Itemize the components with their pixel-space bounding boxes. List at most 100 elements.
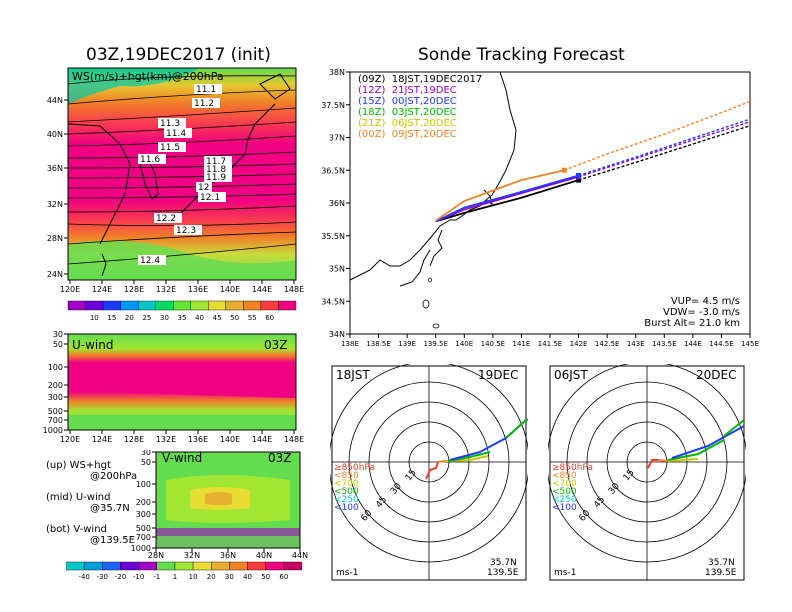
pressure-tick-label: 100 bbox=[136, 480, 151, 489]
track-lon-tick: 140E bbox=[455, 340, 473, 348]
lon-tick-label: 144E bbox=[252, 435, 272, 444]
izu-island bbox=[422, 299, 430, 309]
pressure-tick-label: 30 bbox=[141, 450, 151, 457]
level-lt250: <250 bbox=[334, 495, 359, 505]
lon-tick-label: 140E bbox=[220, 435, 240, 444]
level-850: ≥850hPa bbox=[552, 463, 593, 473]
track-lat-tick: 34N bbox=[329, 330, 345, 339]
southern-weak-region bbox=[68, 240, 296, 280]
lat-tick-label: 40N bbox=[47, 130, 63, 139]
track-lon-tick: 139.5E bbox=[423, 340, 447, 348]
colorbar-tick: 20 bbox=[125, 314, 134, 322]
colorbar-cell bbox=[247, 561, 266, 571]
pressure-tick-label: 300 bbox=[48, 393, 63, 402]
track-lat-tick: 38N bbox=[329, 68, 345, 77]
pressure-tick-label: 50 bbox=[141, 458, 151, 467]
level-lt500: <500 bbox=[552, 487, 577, 497]
colorbar-cell bbox=[243, 300, 262, 311]
contour-label: 11.3 bbox=[160, 119, 180, 129]
track-forecast-1 bbox=[578, 121, 751, 178]
colorbar-cell bbox=[155, 300, 174, 311]
hodo-right-lat: 35.7N bbox=[708, 558, 735, 568]
hodo-trace-lowest bbox=[425, 461, 439, 480]
hodo-right-levels: ≥850hPa <850 <700 <500 <250 <100 bbox=[552, 463, 593, 513]
colorbar-cell bbox=[192, 561, 212, 571]
lat-tick-label: 32N bbox=[184, 551, 200, 560]
hodo-left-time: 18JST bbox=[336, 368, 370, 382]
track-lat-axis: 38N 37.5N 37N 36.5N 36N 35.5N 35N 34.5N 34N bbox=[321, 68, 350, 339]
track-forecast-3 bbox=[564, 100, 751, 171]
track-lon-tick: 141E bbox=[513, 340, 531, 348]
lon-tick-label: 136E bbox=[188, 285, 208, 294]
legend-run-12z: (12Z) 21JST,19DEC bbox=[358, 85, 482, 96]
track-lon-tick: 139E bbox=[398, 340, 416, 348]
track-line-2 bbox=[435, 174, 579, 223]
colorbar-tick: 25 bbox=[142, 314, 151, 322]
hodo-trace-850 bbox=[657, 459, 669, 462]
hodo-trace-250 bbox=[671, 425, 745, 459]
colorbar-cell bbox=[67, 300, 86, 311]
colorbar-tick: -10 bbox=[133, 573, 144, 581]
colorbar-tick: -30 bbox=[97, 573, 108, 581]
pressure-tick-label: 50 bbox=[53, 340, 63, 349]
track-legend: (09Z) 18JST,19DEC2017 (12Z) 21JST,19DEC … bbox=[358, 74, 482, 140]
level-lt100: <100 bbox=[552, 503, 577, 513]
colorbar-tick: -40 bbox=[78, 573, 89, 581]
contour-label: 11.4 bbox=[166, 129, 186, 139]
colorbar-tick: 40 bbox=[195, 314, 204, 322]
jet-core bbox=[68, 362, 296, 398]
contour-label: 12.3 bbox=[176, 226, 196, 236]
colorbar-cell bbox=[211, 561, 230, 571]
track-lon-axis: 138E 138.5E 139E 139.5E 140E 140.5E 141E 141.5E… bbox=[341, 334, 759, 348]
lon-tick-label: 148E bbox=[284, 435, 304, 444]
hodo-right-date: 20DEC bbox=[696, 368, 737, 382]
colorbar-tick: 30 bbox=[160, 314, 169, 322]
main-title: Sonde Tracking Forecast bbox=[418, 45, 625, 65]
vup-value: VUP= 4.5 m/s bbox=[670, 296, 740, 307]
contour-label: 12 bbox=[198, 183, 209, 193]
pressure-tick-label: 200 bbox=[136, 498, 151, 507]
pressure-tick-label: 700 bbox=[48, 416, 63, 425]
vdw-value: VDW= -3.0 m/s bbox=[663, 307, 740, 318]
ws-contour-labels: 11.111.211.311.411.511.6 11.711.811.91212… bbox=[138, 84, 232, 266]
contour-label: 12.4 bbox=[140, 256, 160, 266]
colorbar-tick: -1 bbox=[153, 573, 160, 581]
colorbar-cell bbox=[137, 300, 156, 311]
hodo-trace-700 bbox=[667, 458, 699, 462]
legend-valid-label: 09JST,20DEC bbox=[391, 129, 457, 140]
colorbar-cell bbox=[208, 300, 227, 311]
track-line-3 bbox=[435, 169, 565, 222]
colorbar-cell bbox=[174, 561, 194, 571]
colorbar-tick: 15 bbox=[107, 314, 116, 322]
lon-tick-label: 132E bbox=[156, 435, 176, 444]
pressure-tick-label: 500 bbox=[48, 407, 63, 416]
legend-run-15z: (15Z) 00JST,20DEC bbox=[358, 96, 482, 107]
track-lat-tick: 37.5N bbox=[321, 101, 345, 110]
burst-point-2 bbox=[576, 172, 582, 178]
contour-label: 12.1 bbox=[200, 193, 220, 203]
lon-tick-label: 140E bbox=[220, 285, 240, 294]
track-map-panel: 38N 37.5N 37N 36.5N 36N 35.5N 35N 34.5N 34N 138E… bbox=[321, 68, 759, 348]
track-lines bbox=[435, 100, 751, 223]
u-panel-label: U-wind bbox=[72, 338, 114, 352]
u-panel-time: 03Z bbox=[264, 338, 288, 352]
hodo-trace-850 bbox=[437, 460, 447, 463]
ws-lat-axis: 44N 40N 36N 32N 28N 24N bbox=[47, 96, 68, 279]
colorbar-cell bbox=[225, 300, 244, 311]
hodo-right-time: 06JST bbox=[554, 368, 588, 382]
level-lt700: <700 bbox=[334, 479, 359, 489]
legend-run-label: (00Z) bbox=[358, 129, 386, 140]
colorbar-tick: 55 bbox=[248, 314, 257, 322]
legend-run-label: (09Z) bbox=[358, 74, 386, 85]
track-lat-tick: 35.5N bbox=[321, 232, 345, 241]
track-lon-tick: 142E bbox=[570, 340, 588, 348]
v-panel-label: V-wind bbox=[162, 451, 203, 465]
hodo-trace-500 bbox=[447, 451, 491, 462]
lon-tick-label: 128E bbox=[124, 285, 144, 294]
hodo-right-lon: 139.5E bbox=[705, 568, 737, 578]
contour-label: 11.1 bbox=[196, 85, 216, 95]
